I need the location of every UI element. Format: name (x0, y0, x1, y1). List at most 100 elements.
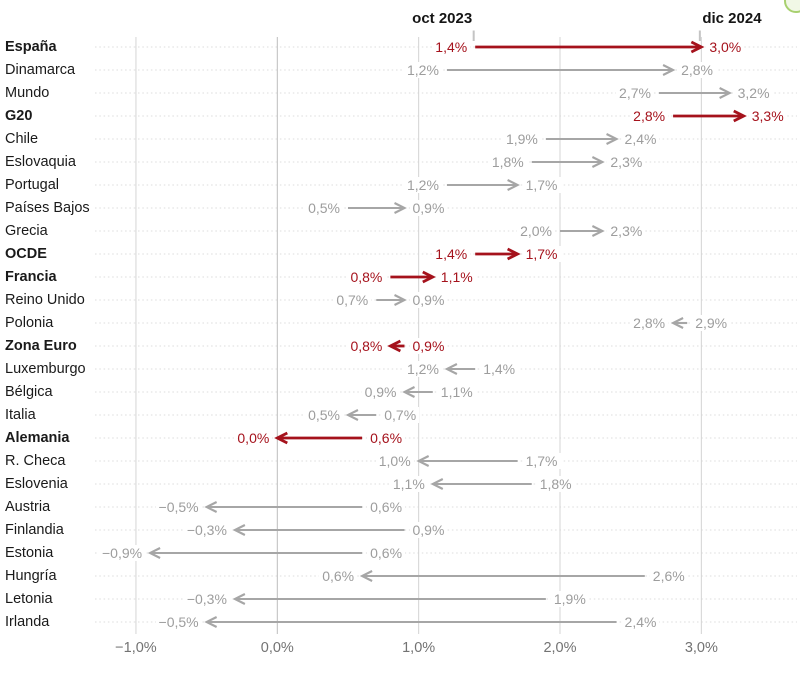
column-header-oct-2023: oct 2023 (412, 10, 473, 27)
country-label: Luxemburgo (5, 361, 90, 377)
country-label: Hungría (5, 568, 61, 584)
country-label: R. Checa (5, 453, 70, 469)
x-axis-tick-label: 1,0% (402, 640, 436, 656)
x-axis-tick-label: −1,0% (115, 640, 157, 656)
value-label-left: −0,5% (155, 614, 202, 630)
arrowhead-icon (394, 294, 407, 306)
country-label: Bélgica (5, 384, 57, 400)
country-label: Países Bajos (5, 200, 94, 216)
arrowhead-icon (345, 409, 359, 421)
value-label-left: −0,5% (155, 499, 202, 515)
arrowhead-icon (232, 593, 246, 605)
value-label-left: 0,8% (347, 338, 386, 354)
value-label-left: 1,8% (488, 154, 527, 170)
country-label: Eslovenia (5, 476, 72, 492)
value-label-right: 0,9% (409, 200, 448, 216)
value-label-left: −0,3% (183, 522, 230, 538)
value-label-left: 0,5% (305, 407, 343, 423)
value-label-right: 2,3% (607, 223, 646, 239)
arrowhead-icon (591, 225, 605, 237)
arrowhead-icon (507, 179, 520, 191)
country-label: Francia (5, 269, 61, 285)
value-label-right: 3,2% (734, 85, 773, 101)
value-label-left: 1,9% (502, 131, 541, 147)
country-label: Polonia (5, 315, 58, 331)
country-label: Estonia (5, 545, 58, 561)
country-label: Irlanda (5, 614, 54, 630)
value-label-right: 1,7% (522, 453, 561, 469)
value-label-right: 2,4% (621, 614, 660, 630)
country-label: Finlandia (5, 522, 68, 538)
value-label-left: 0,5% (305, 200, 343, 216)
arrowhead-icon (274, 431, 288, 445)
value-label-left: 0,6% (319, 568, 358, 584)
x-axis-tick-label: 0,0% (260, 640, 294, 656)
arrowhead-icon (733, 109, 747, 123)
value-label-left: −0,3% (183, 591, 230, 607)
value-label-right: 0,7% (381, 407, 420, 423)
value-label-right: 2,4% (621, 131, 660, 147)
value-label-right: 1,4% (480, 361, 519, 377)
arrowhead-icon (394, 202, 407, 214)
value-label-left: 1,2% (404, 62, 442, 78)
country-label: Mundo (5, 85, 54, 101)
value-label-right: 3,3% (748, 108, 787, 124)
country-label: España (5, 39, 61, 55)
value-label-left: 0,9% (361, 384, 400, 400)
country-label: Portugal (5, 177, 64, 193)
value-label-right: 1,1% (437, 269, 476, 285)
value-label-right: 0,9% (409, 338, 448, 354)
value-label-left: 1,2% (404, 177, 442, 193)
arrowhead-icon (147, 547, 161, 559)
cropped-logo-icon (784, 0, 800, 13)
value-label-left: 2,8% (630, 315, 669, 331)
arrowhead-icon (719, 87, 732, 99)
arrowhead-icon (690, 40, 705, 54)
value-label-left: 1,4% (432, 39, 471, 55)
value-label-right: 0,6% (367, 499, 406, 515)
value-label-right: 1,7% (522, 246, 561, 262)
arrowhead-icon (591, 156, 605, 168)
value-label-right: 0,6% (367, 545, 406, 561)
value-label-right: 1,7% (522, 177, 561, 193)
country-label: Chile (5, 131, 43, 147)
country-label: Dinamarca (5, 62, 80, 78)
value-label-right: 2,9% (692, 315, 731, 331)
arrowhead-icon (387, 339, 402, 353)
value-label-left: 2,7% (616, 85, 654, 101)
value-label-left: 0,8% (347, 269, 386, 285)
country-label: Reino Unido (5, 292, 89, 308)
value-label-left: 1,4% (432, 246, 471, 262)
column-header-dic-2024: dic 2024 (702, 10, 762, 27)
arrowhead-icon (430, 478, 444, 490)
value-label-left: 0,0% (234, 430, 273, 446)
arrowhead-icon (204, 501, 218, 513)
value-label-right: 1,1% (437, 384, 476, 400)
arrowhead-icon (416, 455, 430, 467)
country-label: Eslovaquia (5, 154, 80, 170)
arrowhead-icon (444, 363, 458, 375)
value-label-right: 2,8% (678, 62, 716, 78)
value-label-right: 1,9% (550, 591, 589, 607)
country-label: Austria (5, 499, 55, 515)
value-label-right: 2,6% (649, 568, 688, 584)
value-label-right: 3,0% (706, 39, 745, 55)
arrowhead-icon (402, 386, 415, 398)
arrowhead-icon (662, 64, 676, 76)
value-label-right: 0,6% (367, 430, 406, 446)
value-label-right: 0,9% (409, 522, 448, 538)
arrowhead-icon (232, 524, 246, 536)
country-label: Zona Euro (5, 338, 81, 354)
country-label: Grecia (5, 223, 52, 239)
value-label-right: 1,8% (536, 476, 575, 492)
value-label-right: 0,9% (409, 292, 448, 308)
value-label-left: 1,2% (404, 361, 442, 377)
value-label-left: 1,1% (389, 476, 428, 492)
value-label-left: 1,0% (375, 453, 414, 469)
value-label-left: 2,0% (517, 223, 555, 239)
x-axis-tick-label: 2,0% (543, 640, 577, 656)
arrowhead-icon (606, 133, 619, 145)
arrowhead-icon (204, 616, 218, 628)
